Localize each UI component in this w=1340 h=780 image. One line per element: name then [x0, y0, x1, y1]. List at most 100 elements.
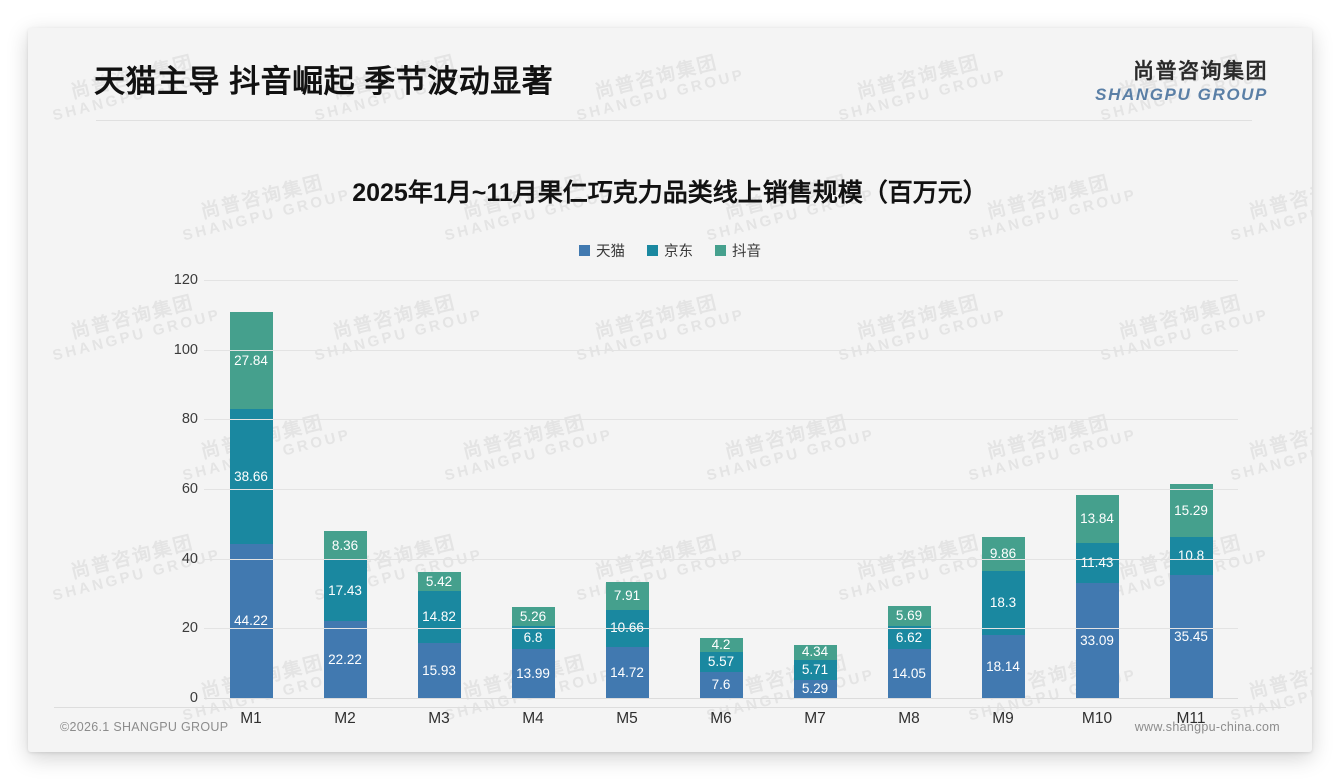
- bar-value-label: 8.36: [331, 537, 359, 553]
- gridline: [204, 628, 1238, 630]
- bar-column-m7[interactable]: 4.34 5.71 5.29: [793, 280, 837, 698]
- legend-item-3[interactable]: 抖音: [715, 240, 761, 261]
- y-axis-tick: 100: [173, 341, 198, 358]
- x-axis-tick-m11: M11: [1176, 710, 1206, 727]
- legend-label: 京东: [664, 244, 693, 260]
- x-axis-tick-m1: M1: [240, 710, 262, 727]
- bar-segment-天猫[interactable]: 33.09: [1075, 582, 1119, 698]
- bar-segment-抖音[interactable]: 4.2: [699, 637, 743, 653]
- gridline: [204, 698, 1238, 699]
- brand-name-cn: 尚普咨询集团: [1133, 60, 1268, 83]
- legend-swatch-icon: [647, 245, 658, 256]
- x-axis-tick-m4: M4: [522, 710, 544, 727]
- bar-segment-京东[interactable]: 11.43: [1075, 542, 1119, 583]
- bar-segment-抖音[interactable]: 27.84: [229, 312, 273, 410]
- bar-value-label: 6.8: [523, 629, 543, 645]
- bar-segment-京东[interactable]: 10.66: [605, 609, 649, 647]
- bar-value-label: 6.62: [895, 629, 923, 645]
- bar-segment-抖音[interactable]: 13.84: [1075, 494, 1119, 543]
- chart-plot-area: 27.84 38.66 44.22 8.36 17.43 22.22 5.42 14.82 15…: [166, 272, 1238, 706]
- slide-footer: ©2026.1 SHANGPU GROUP www.shangpu-china.…: [28, 708, 1312, 752]
- legend-swatch-icon: [579, 245, 590, 256]
- bar-segment-天猫[interactable]: 15.93: [417, 642, 461, 698]
- bar-segment-抖音[interactable]: 8.36: [323, 530, 367, 560]
- legend-item-1[interactable]: 天猫: [579, 240, 625, 261]
- bar-value-label: 17.43: [328, 582, 362, 598]
- bar-value-label: 5.42: [425, 573, 453, 589]
- bar-value-label: 35.45: [1174, 628, 1208, 644]
- x-axis-tick-m10: M10: [1081, 710, 1113, 727]
- footer-copyright: ©2026.1 SHANGPU GROUP: [60, 720, 229, 734]
- bar-column-m11[interactable]: 15.29 10.8 35.45: [1169, 280, 1213, 698]
- bar-segment-京东[interactable]: 5.71: [793, 659, 837, 680]
- bar-segment-抖音[interactable]: 5.69: [887, 606, 931, 627]
- x-axis-tick-m7: M7: [804, 710, 826, 727]
- x-axis-tick-m6: M6: [710, 710, 732, 727]
- bar-segment-天猫[interactable]: 44.22: [229, 543, 273, 698]
- x-axis-tick-m9: M9: [992, 710, 1014, 727]
- slide-header: 天猫主导 抖音崛起 季节波动显著 尚普咨询集团 SHANGPU GROUP: [28, 28, 1312, 118]
- bar-value-label: 10.66: [610, 620, 644, 636]
- bar-segment-抖音[interactable]: 9.86: [981, 536, 1025, 572]
- bar-segment-京东[interactable]: 6.8: [511, 625, 555, 650]
- bar-column-m5[interactable]: 7.91 10.66 14.72: [605, 280, 649, 698]
- chart-title: 2025年1月~11月果仁巧克力品类线上销售规模（百万元）: [352, 179, 988, 207]
- bar-column-m6[interactable]: 4.2 5.57 7.6: [699, 280, 743, 698]
- bar-segment-天猫[interactable]: 18.14: [981, 634, 1025, 698]
- bar-value-label: 14.05: [892, 665, 926, 681]
- bar-value-label: 22.22: [328, 651, 362, 667]
- y-axis-tick: 60: [181, 481, 198, 497]
- bar-column-m8[interactable]: 5.69 6.62 14.05: [887, 280, 931, 698]
- bar-value-label: 10.8: [1177, 547, 1205, 563]
- bar-column-m1[interactable]: 27.84 38.66 44.22: [229, 280, 273, 698]
- gridline: [204, 558, 1238, 560]
- bar-segment-京东[interactable]: 38.66: [229, 409, 273, 544]
- bar-value-label: 5.69: [895, 608, 923, 624]
- bar-segment-天猫[interactable]: 22.22: [323, 620, 367, 698]
- bar-value-label: 38.66: [234, 468, 268, 484]
- bar-segment-天猫[interactable]: 5.29: [793, 679, 837, 698]
- bar-segment-抖音[interactable]: 5.26: [511, 607, 555, 626]
- y-axis-tick: 120: [173, 272, 198, 288]
- bar-segment-抖音[interactable]: 4.34: [793, 644, 837, 660]
- gridline: [204, 419, 1238, 421]
- bar-segment-京东[interactable]: 6.62: [887, 626, 931, 650]
- bar-segment-京东[interactable]: 14.82: [417, 590, 461, 643]
- bar-value-label: 18.3: [989, 595, 1017, 611]
- bar-segment-京东[interactable]: 18.3: [981, 571, 1025, 635]
- bar-value-label: 5.57: [707, 654, 735, 670]
- footer-website-link[interactable]: www.shangpu-china.com: [1134, 720, 1280, 734]
- bar-segment-京东[interactable]: 17.43: [323, 559, 367, 621]
- bar-value-label: 15.93: [422, 662, 456, 678]
- bar-segment-京东[interactable]: 10.8: [1169, 536, 1213, 575]
- legend-item-2[interactable]: 京东: [647, 240, 693, 261]
- bar-segment-抖音[interactable]: 5.42: [417, 572, 461, 591]
- bar-column-m9[interactable]: 9.86 18.3 18.14: [981, 280, 1025, 698]
- bar-segment-天猫[interactable]: 7.6: [699, 671, 743, 698]
- bar-segment-天猫[interactable]: 14.05: [887, 649, 931, 698]
- bar-segment-天猫[interactable]: 35.45: [1169, 574, 1213, 698]
- bar-segment-抖音[interactable]: 15.29: [1169, 483, 1213, 537]
- bar-column-m4[interactable]: 5.26 6.8 13.99: [511, 280, 555, 698]
- bar-segment-抖音[interactable]: 7.91: [605, 582, 649, 610]
- y-axis-tick: 80: [181, 411, 198, 428]
- bar-value-label: 18.14: [986, 658, 1020, 674]
- y-axis-tick: 0: [189, 690, 198, 706]
- y-axis-tick: 40: [181, 550, 198, 567]
- bar-value-label: 5.29: [801, 681, 829, 697]
- bar-segment-天猫[interactable]: 13.99: [511, 649, 555, 698]
- bar-segment-天猫[interactable]: 14.72: [605, 646, 649, 698]
- bar-column-m10[interactable]: 13.84 11.43 33.09: [1075, 280, 1119, 698]
- bar-column-m2[interactable]: 8.36 17.43 22.22: [323, 280, 367, 698]
- bar-value-label: 13.99: [516, 665, 550, 681]
- x-axis-tick-m8: M8: [898, 710, 920, 727]
- bar-value-label: 14.72: [610, 664, 644, 680]
- legend-swatch-icon: [715, 245, 726, 256]
- x-axis-tick-m5: M5: [616, 710, 638, 727]
- bar-value-label: 13.84: [1080, 511, 1114, 527]
- bar-segment-京东[interactable]: 5.57: [699, 652, 743, 672]
- gridline: [204, 489, 1238, 490]
- bar-column-m3[interactable]: 5.42 14.82 15.93: [417, 280, 461, 698]
- bar-value-label: 7.91: [613, 588, 641, 604]
- bar-value-label: 5.26: [519, 608, 547, 624]
